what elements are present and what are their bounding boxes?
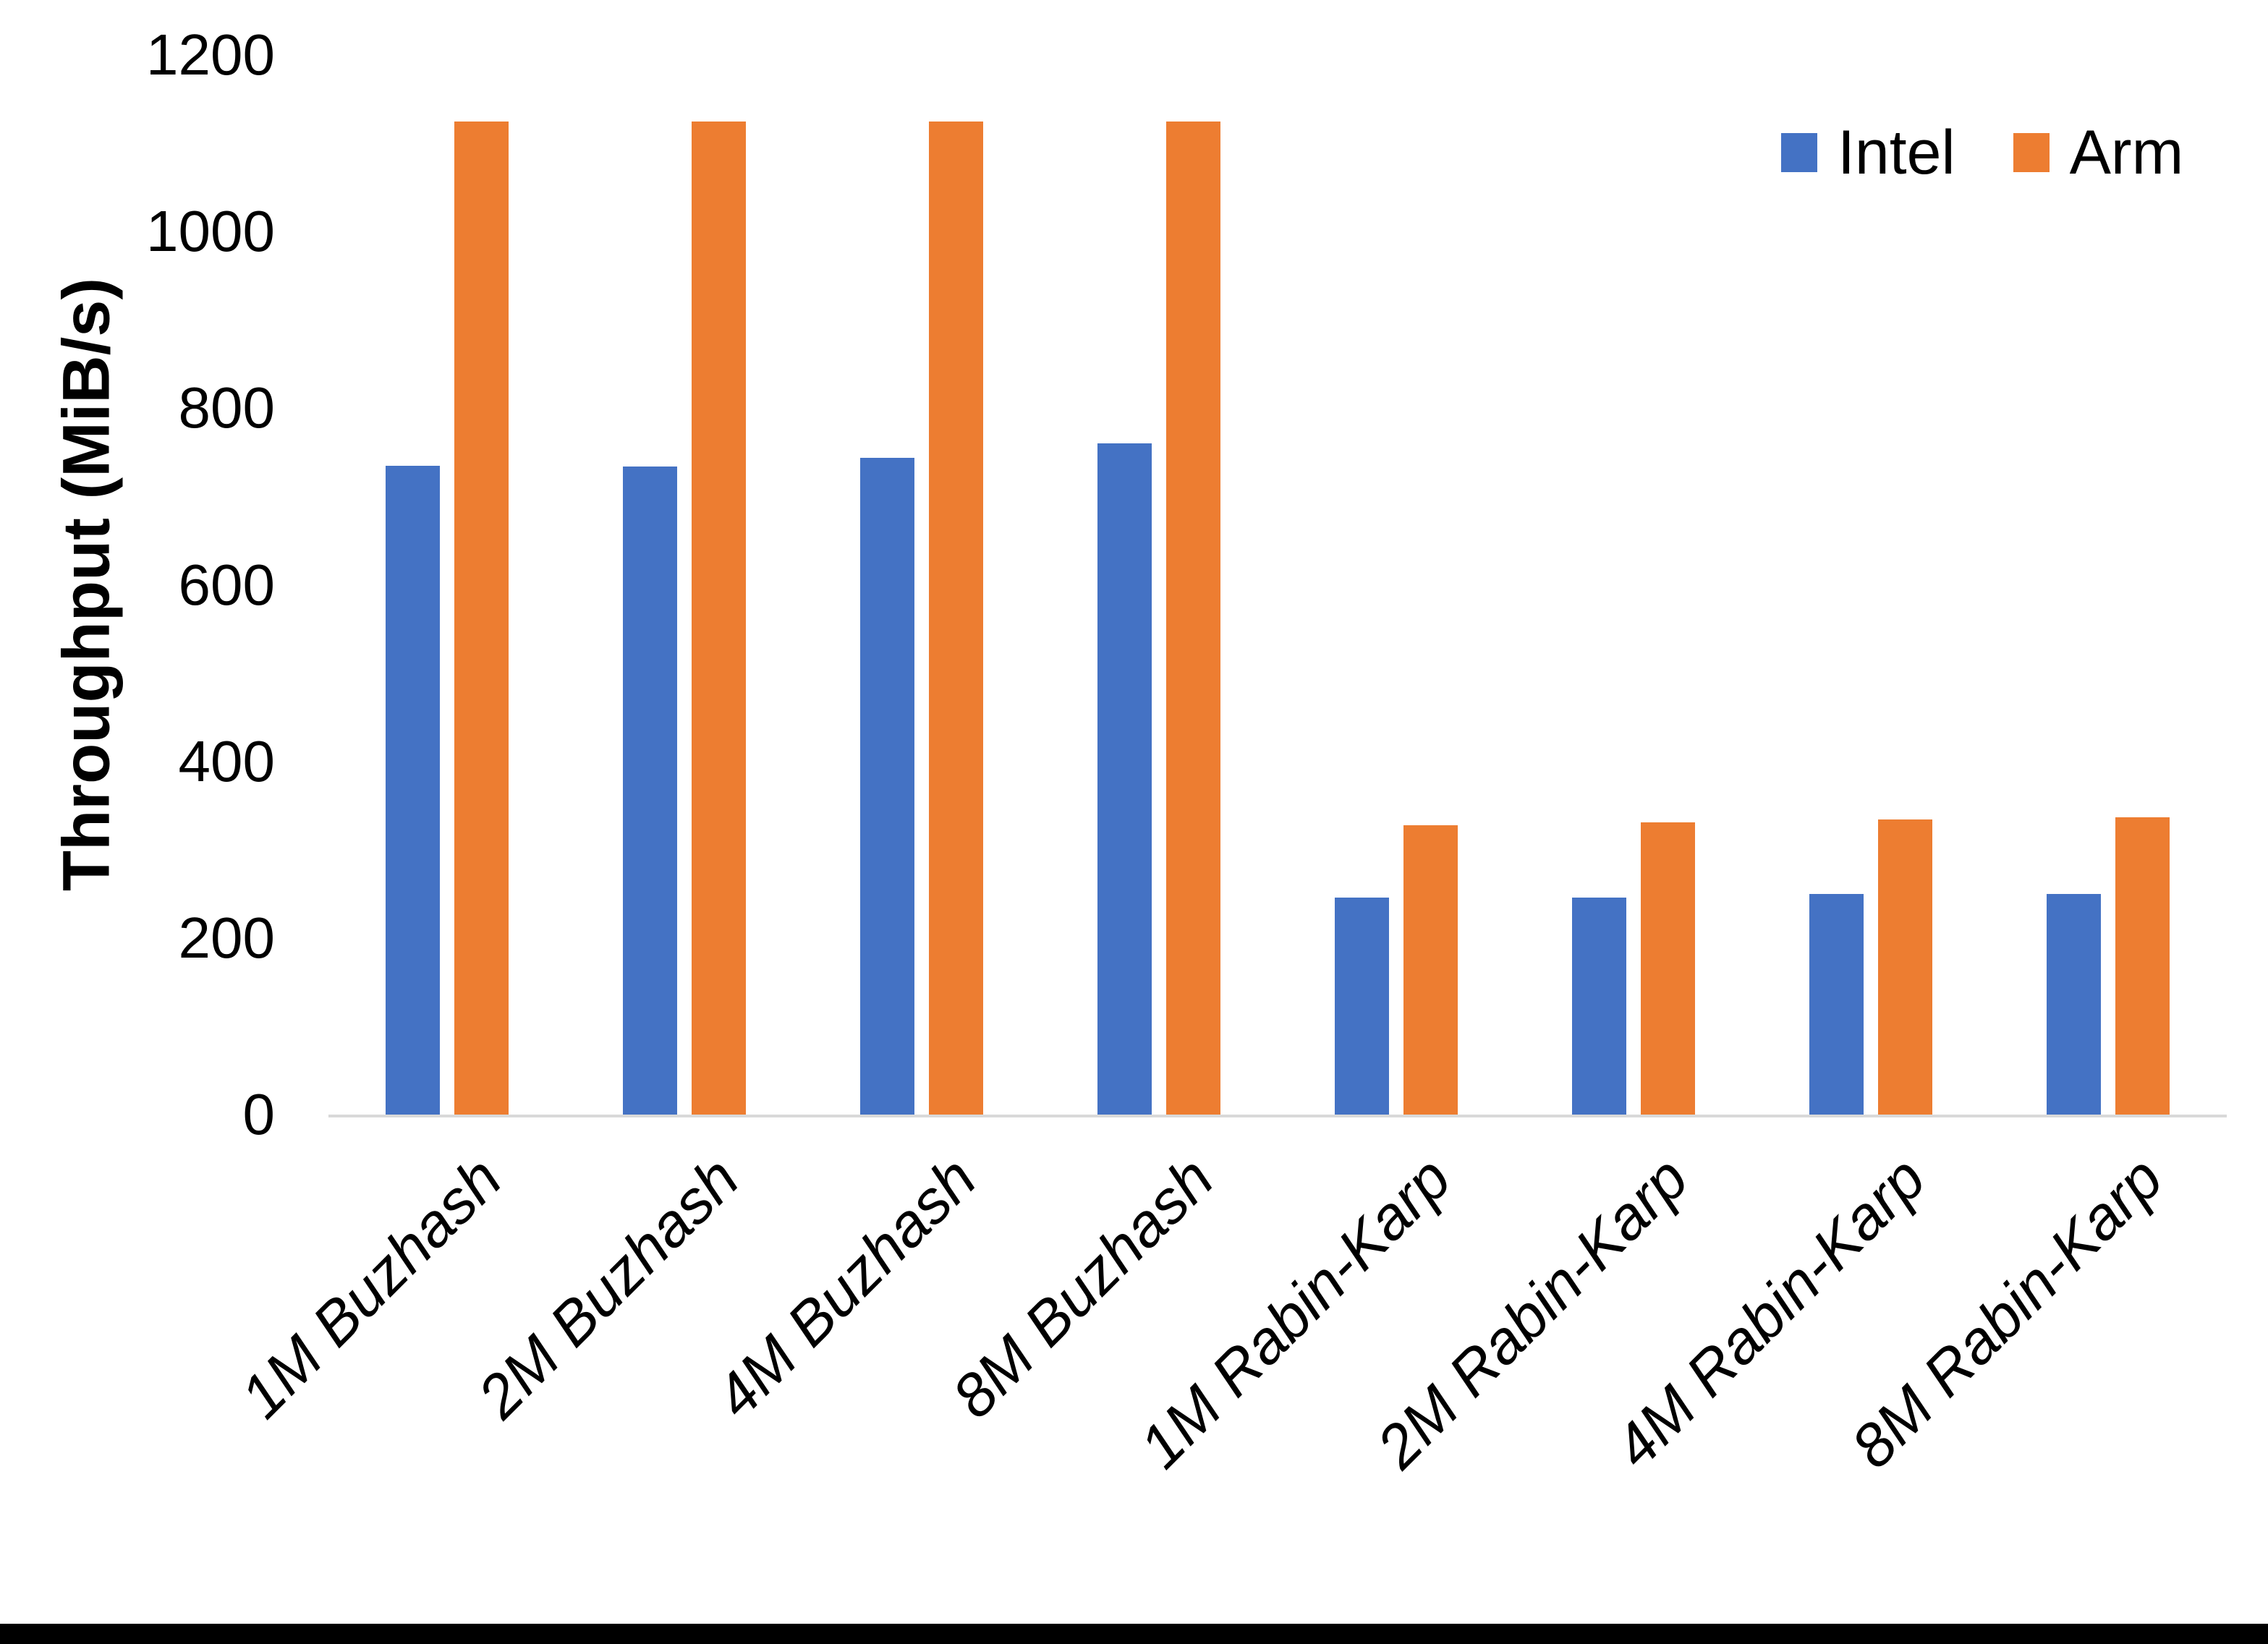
bar-intel-4m-rabin-karp bbox=[1809, 893, 1864, 1115]
bar-intel-4m-buzhash bbox=[860, 457, 914, 1115]
bar-arm-2m-buzhash bbox=[692, 121, 746, 1115]
bar-group-8m-buzhash bbox=[1040, 55, 1278, 1115]
bar-arm-8m-rabin-karp bbox=[2115, 817, 2170, 1115]
legend-swatch-arm bbox=[2013, 133, 2050, 172]
bar-intel-8m-buzhash bbox=[1097, 443, 1152, 1115]
bar-group-2m-buzhash bbox=[566, 55, 803, 1115]
y-tick-label-600: 600 bbox=[178, 552, 275, 617]
bar-arm-2m-rabin-karp bbox=[1641, 822, 1695, 1115]
legend-item-arm: Arm bbox=[2013, 118, 2184, 187]
bar-arm-4m-rabin-karp bbox=[1878, 819, 1932, 1115]
y-tick-label-200: 200 bbox=[178, 905, 275, 970]
bar-arm-4m-buzhash bbox=[929, 121, 983, 1115]
bar-group-4m-rabin-karp bbox=[1752, 55, 1989, 1115]
bottom-edge-bar bbox=[0, 1624, 2268, 1644]
y-tick-label-800: 800 bbox=[178, 375, 275, 440]
bar-group-2m-rabin-karp bbox=[1515, 55, 1752, 1115]
bar-group-1m-rabin-karp bbox=[1278, 55, 1515, 1115]
plot-area bbox=[328, 55, 2227, 1117]
legend-label-arm: Arm bbox=[2069, 118, 2184, 187]
y-tick-label-1200: 1200 bbox=[146, 22, 275, 87]
legend-swatch-intel bbox=[1781, 133, 1817, 172]
legend-label-intel: Intel bbox=[1838, 118, 1955, 187]
bar-intel-2m-buzhash bbox=[623, 466, 677, 1115]
bar-intel-8m-rabin-karp bbox=[2047, 893, 2101, 1115]
bar-intel-1m-rabin-karp bbox=[1335, 897, 1389, 1115]
bar-intel-2m-rabin-karp bbox=[1572, 897, 1626, 1115]
bar-arm-1m-rabin-karp bbox=[1403, 825, 1458, 1115]
bar-arm-1m-buzhash bbox=[454, 121, 509, 1115]
y-tick-label-0: 0 bbox=[242, 1082, 276, 1146]
legend: Intel Arm bbox=[1781, 122, 2183, 184]
bar-group-8m-rabin-karp bbox=[1989, 55, 2227, 1115]
bar-group-4m-buzhash bbox=[803, 55, 1040, 1115]
bar-arm-8m-buzhash bbox=[1166, 121, 1220, 1115]
y-tick-label-400: 400 bbox=[178, 728, 275, 793]
bar-group-1m-buzhash bbox=[328, 55, 566, 1115]
bar-intel-1m-buzhash bbox=[386, 465, 440, 1115]
legend-item-intel: Intel bbox=[1781, 122, 1955, 184]
y-tick-label-1000: 1000 bbox=[146, 199, 275, 264]
